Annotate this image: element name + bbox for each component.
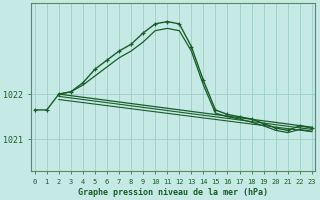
X-axis label: Graphe pression niveau de la mer (hPa): Graphe pression niveau de la mer (hPa) bbox=[78, 188, 268, 197]
